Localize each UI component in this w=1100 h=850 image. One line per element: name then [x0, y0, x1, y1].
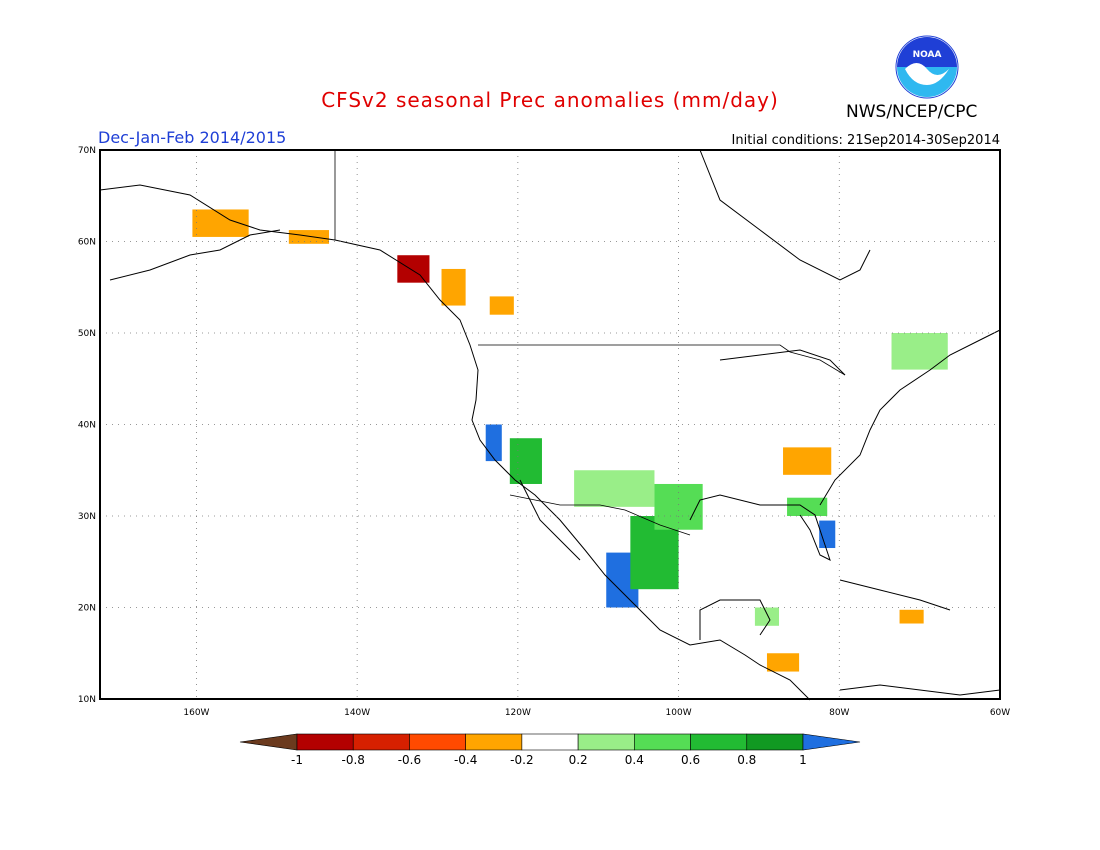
map-frame: [99, 149, 1001, 700]
season-subtitle: Dec-Jan-Feb 2014/2015: [98, 128, 287, 147]
colorbar-segment: [746, 733, 804, 751]
logo-text: NOAA: [913, 50, 942, 60]
colorbar-label: 1: [799, 753, 807, 767]
colorbar-arrow-high: [802, 733, 861, 751]
lat-tick-label: 20N: [78, 604, 96, 614]
coastlines: [99, 149, 1001, 701]
colorbar-label: 0.2: [569, 753, 588, 767]
anomaly-caribbean: [899, 609, 924, 624]
anomaly-yucatan: [754, 607, 780, 626]
colorbar-segment: [521, 733, 579, 751]
colorbar: -1 -0.8 -0.6 -0.4 -0.2 0.2 0.4 0.6 0.8 1: [239, 733, 861, 767]
anomaly-bc-interior: [489, 296, 514, 315]
lon-tick-label: 140W: [344, 708, 370, 718]
initial-conditions-label: Initial conditions: 21Sep2014-30Sep2014: [731, 133, 1000, 148]
anomaly-ohio-valley: [783, 447, 832, 475]
anomaly-bc-coast: [397, 255, 430, 283]
anomaly-california-coast: [485, 424, 502, 462]
colorbar-label: -0.4: [454, 753, 477, 767]
map-title: CFSv2 seasonal Prec anomalies (mm/day): [321, 88, 779, 112]
colorbar-label: -0.2: [510, 753, 533, 767]
agency-label: NWS/NCEP/CPC: [846, 102, 978, 122]
noaa-logo: NOAA: [895, 35, 959, 99]
anomaly-northeast-canada: [891, 333, 948, 370]
lon-tick-label: 160W: [183, 708, 209, 718]
lat-tick-label: 40N: [78, 421, 96, 431]
colorbar-segment: [296, 733, 354, 751]
anomaly-california-green: [509, 438, 542, 484]
lat-tick-label: 10N: [78, 695, 96, 705]
anomaly-layer: [192, 209, 948, 672]
colorbar-segment: [577, 733, 635, 751]
lat-tick-label: 30N: [78, 512, 96, 522]
colorbar-label: -0.6: [398, 753, 421, 767]
anomaly-southeast-green: [787, 497, 828, 516]
colorbar-segment: [690, 733, 748, 751]
lon-tick-label: 120W: [505, 708, 531, 718]
colorbar-label: 0.4: [625, 753, 644, 767]
colorbar-segment: [352, 733, 410, 751]
colorbar-label: -0.8: [342, 753, 365, 767]
colorbar-segment: [634, 733, 691, 751]
colorbar-arrow-low: [239, 733, 298, 751]
lon-tick-label: 100W: [666, 708, 692, 718]
lon-tick-label: 60W: [990, 708, 1010, 718]
colorbar-segment: [409, 733, 466, 751]
axis-ticks: 160W 140W 120W 100W 80W 60W 10N 20N 30N 40N 50N 60N…: [78, 146, 1010, 718]
anomaly-southwest-us: [574, 470, 655, 507]
lat-lon-grid: [100, 150, 1000, 699]
anomaly-central-america: [766, 653, 800, 672]
lat-tick-label: 70N: [78, 146, 96, 156]
lat-tick-label: 60N: [78, 238, 96, 248]
lat-tick-label: 50N: [78, 329, 96, 339]
colorbar-segment: [465, 733, 523, 751]
anomaly-alaska-south: [288, 230, 330, 244]
colorbar-label: 0.6: [681, 753, 700, 767]
anomaly-bc-coast-orange: [441, 268, 466, 306]
lon-tick-label: 80W: [829, 708, 849, 718]
colorbar-label: 0.8: [737, 753, 756, 767]
political-borders: [334, 150, 846, 536]
colorbar-label: -1: [291, 753, 303, 767]
